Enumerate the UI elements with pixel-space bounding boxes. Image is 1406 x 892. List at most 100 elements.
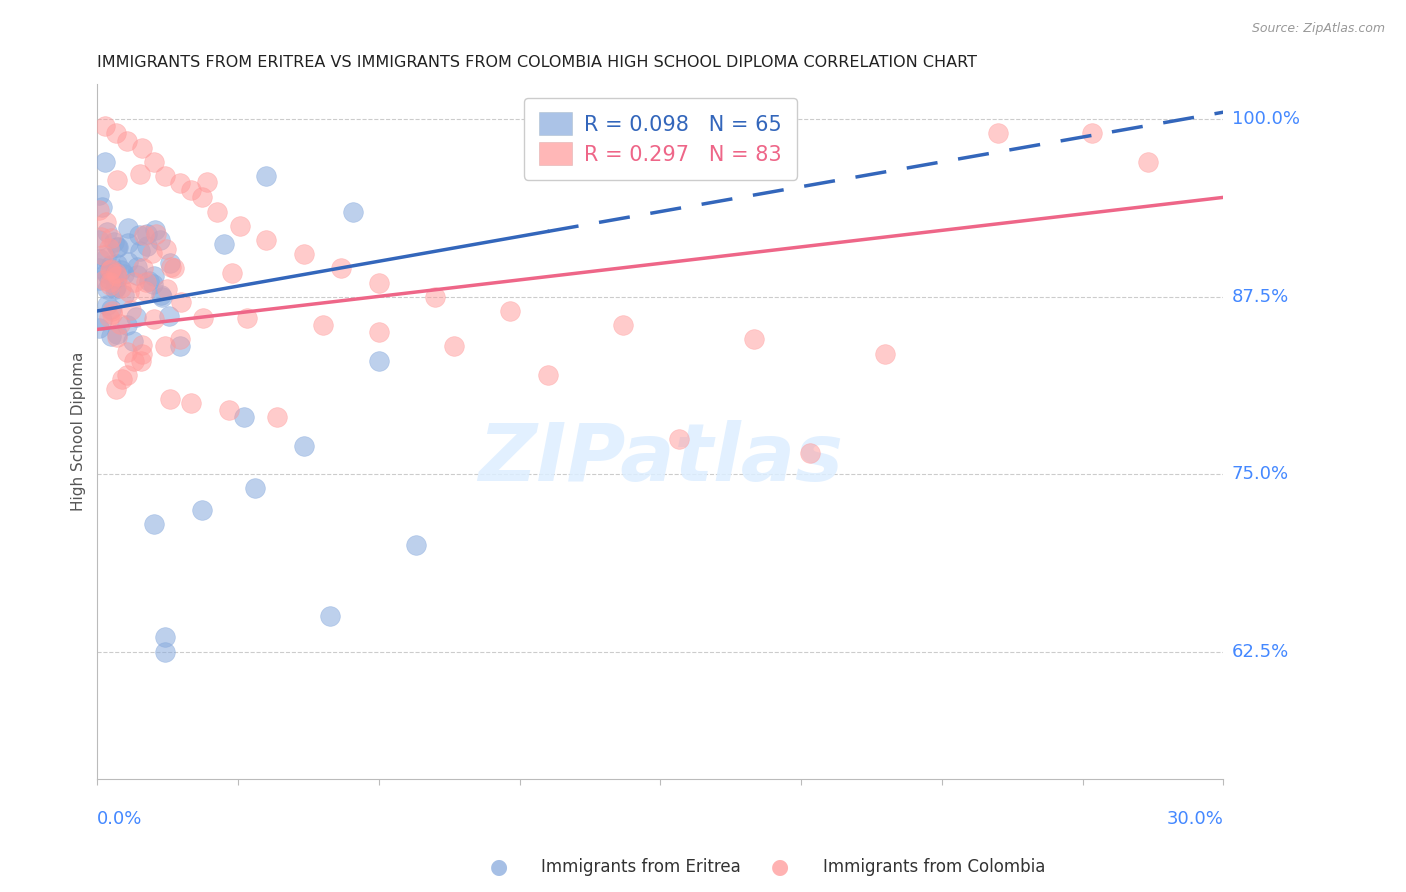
Point xyxy=(122,275,145,289)
Point xyxy=(141,246,163,260)
Point xyxy=(742,332,765,346)
Point xyxy=(98,275,121,289)
Point xyxy=(117,235,139,250)
Point xyxy=(122,354,145,368)
Point xyxy=(443,339,465,353)
Point xyxy=(122,334,145,349)
Point xyxy=(100,277,122,292)
Point xyxy=(311,318,333,332)
Point xyxy=(105,257,128,271)
Point xyxy=(243,482,266,496)
Point xyxy=(93,272,115,286)
Point xyxy=(135,239,157,253)
Point xyxy=(157,309,180,323)
Point xyxy=(292,247,315,261)
Point xyxy=(132,260,155,275)
Point xyxy=(117,368,139,382)
Point xyxy=(96,282,118,296)
Point xyxy=(191,190,214,204)
Point xyxy=(101,307,124,321)
Point xyxy=(117,318,139,332)
Point xyxy=(89,321,111,335)
Point xyxy=(98,310,121,324)
Point xyxy=(169,176,191,190)
Point xyxy=(153,631,176,645)
Point xyxy=(131,346,153,360)
Point xyxy=(169,339,191,353)
Point xyxy=(143,269,166,284)
Point xyxy=(134,284,156,298)
Point xyxy=(142,277,165,291)
Point xyxy=(104,282,127,296)
Point xyxy=(170,295,193,310)
Point xyxy=(191,502,214,516)
Text: 75.0%: 75.0% xyxy=(1232,466,1289,483)
Point xyxy=(115,345,138,359)
Point xyxy=(254,233,277,247)
Point xyxy=(94,266,117,280)
Point xyxy=(105,268,128,283)
Point xyxy=(232,410,254,425)
Point xyxy=(97,241,120,255)
Point xyxy=(105,240,128,254)
Point xyxy=(98,263,121,277)
Point xyxy=(100,262,122,277)
Point xyxy=(987,127,1010,141)
Point xyxy=(1081,127,1104,141)
Point xyxy=(94,214,117,228)
Point xyxy=(125,310,148,324)
Point xyxy=(112,288,135,302)
Point xyxy=(159,392,181,407)
Point xyxy=(153,169,176,183)
Point xyxy=(138,274,160,288)
Point xyxy=(101,269,124,284)
Point xyxy=(128,227,150,242)
Point xyxy=(89,252,111,266)
Text: ●: ● xyxy=(772,857,789,877)
Point xyxy=(91,248,114,262)
Point xyxy=(100,329,122,343)
Point xyxy=(229,219,252,233)
Point xyxy=(149,233,172,247)
Point xyxy=(132,228,155,243)
Point xyxy=(100,301,122,316)
Point xyxy=(367,353,389,368)
Point xyxy=(145,223,167,237)
Point xyxy=(111,372,134,386)
Point xyxy=(254,169,277,183)
Point xyxy=(129,167,152,181)
Point xyxy=(94,154,117,169)
Point xyxy=(105,330,128,344)
Point xyxy=(367,325,389,339)
Point xyxy=(207,204,229,219)
Text: IMMIGRANTS FROM ERITREA VS IMMIGRANTS FROM COLOMBIA HIGH SCHOOL DIPLOMA CORRELAT: IMMIGRANTS FROM ERITREA VS IMMIGRANTS FR… xyxy=(97,55,977,70)
Point xyxy=(135,275,157,289)
Point xyxy=(342,204,364,219)
Legend: R = 0.098   N = 65, R = 0.297   N = 83: R = 0.098 N = 65, R = 0.297 N = 83 xyxy=(524,98,797,179)
Text: 87.5%: 87.5% xyxy=(1232,288,1289,306)
Point xyxy=(94,120,117,134)
Point xyxy=(105,172,128,186)
Point xyxy=(118,285,141,300)
Point xyxy=(127,268,149,283)
Point xyxy=(91,312,114,326)
Text: 30.0%: 30.0% xyxy=(1167,810,1223,828)
Point xyxy=(367,276,389,290)
Point xyxy=(96,298,118,312)
Point xyxy=(105,270,128,285)
Point xyxy=(330,261,353,276)
Point xyxy=(96,251,118,265)
Point xyxy=(110,281,132,295)
Text: 62.5%: 62.5% xyxy=(1232,642,1289,661)
Text: Immigrants from Eritrea: Immigrants from Eritrea xyxy=(541,858,741,876)
Point xyxy=(159,256,181,270)
Point xyxy=(103,235,125,250)
Point xyxy=(89,260,111,275)
Text: 0.0%: 0.0% xyxy=(97,810,143,828)
Point xyxy=(89,202,111,217)
Text: Source: ZipAtlas.com: Source: ZipAtlas.com xyxy=(1251,22,1385,36)
Point xyxy=(100,258,122,272)
Point xyxy=(153,339,176,353)
Point xyxy=(117,255,139,269)
Point xyxy=(875,346,897,360)
